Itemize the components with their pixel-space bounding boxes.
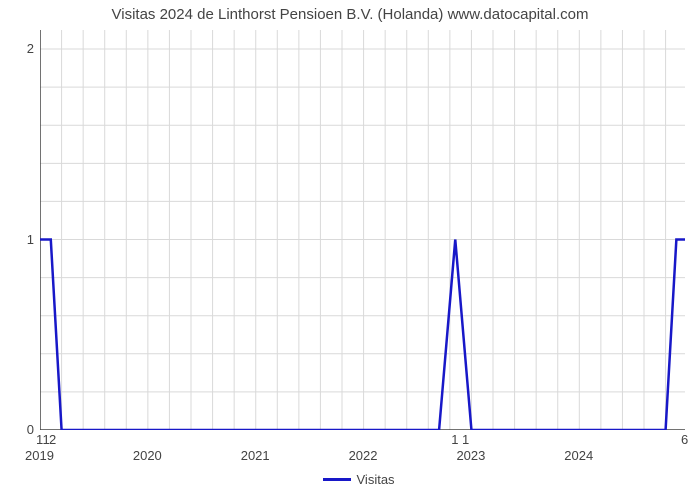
legend: Visitas	[323, 472, 395, 487]
x-tick-label: 2021	[241, 448, 270, 463]
legend-swatch	[323, 478, 351, 481]
x-tick-label: 2019	[25, 448, 54, 463]
y-tick-label: 1	[27, 232, 34, 247]
data-label: 1	[451, 432, 458, 447]
y-tick-label: 2	[27, 41, 34, 56]
y-tick-label: 0	[27, 422, 34, 437]
x-tick-label: 2020	[133, 448, 162, 463]
x-tick-label: 2023	[456, 448, 485, 463]
chart-title: Visitas 2024 de Linthorst Pensioen B.V. …	[0, 6, 700, 23]
data-label: 6	[681, 432, 688, 447]
x-tick-label: 2024	[564, 448, 593, 463]
data-label: 1	[462, 432, 469, 447]
x-tick-label: 2022	[349, 448, 378, 463]
data-label: 2	[49, 432, 56, 447]
chart-plot	[40, 30, 685, 430]
chart-container: Visitas 2024 de Linthorst Pensioen B.V. …	[0, 0, 700, 500]
legend-label: Visitas	[357, 472, 395, 487]
